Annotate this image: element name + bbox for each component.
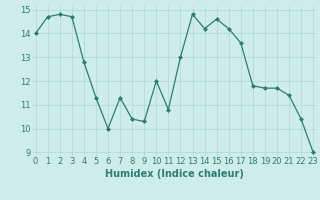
X-axis label: Humidex (Indice chaleur): Humidex (Indice chaleur) xyxy=(105,169,244,179)
